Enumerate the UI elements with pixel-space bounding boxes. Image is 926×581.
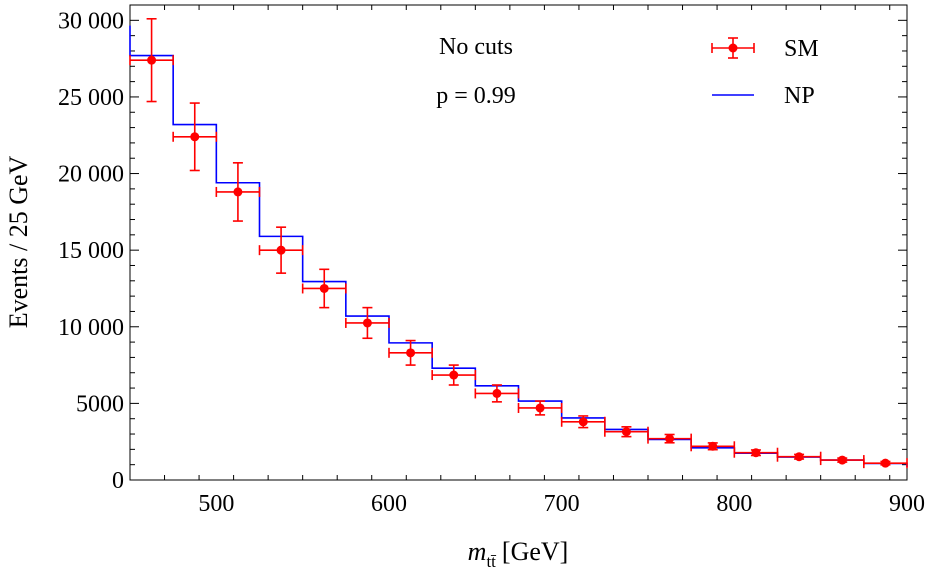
legend-sm-marker xyxy=(711,37,755,59)
sm-point-group xyxy=(776,451,822,462)
sm-point-group xyxy=(345,306,390,340)
x-axis-title-var: m xyxy=(468,537,487,566)
sm-point-group xyxy=(258,226,304,274)
sm-point xyxy=(276,245,286,255)
y-tick-label: 0 xyxy=(112,468,124,494)
ticks xyxy=(129,4,907,481)
x-tick-label: 800 xyxy=(716,491,752,517)
sm-series xyxy=(129,17,908,469)
sm-point-group xyxy=(215,162,261,222)
sm-point-group xyxy=(690,441,736,452)
sm-point-group xyxy=(819,455,865,466)
y-tick-label: 5000 xyxy=(76,391,124,417)
sm-point xyxy=(449,370,459,380)
y-tick-label: 30 000 xyxy=(58,8,124,34)
sm-point xyxy=(708,441,718,451)
sm-point-group xyxy=(388,339,433,366)
legend-sm-point xyxy=(728,43,738,53)
x-tick-label: 700 xyxy=(544,491,580,517)
sm-point xyxy=(147,55,157,65)
x-tick-label: 900 xyxy=(889,491,925,517)
sm-point-group xyxy=(733,447,779,458)
sm-point xyxy=(751,448,761,458)
sm-point-group xyxy=(863,458,908,469)
plot-frame xyxy=(129,4,908,481)
y-axis-title: Events / 25 GeV xyxy=(4,155,33,328)
sm-point xyxy=(837,455,847,465)
sm-point-group xyxy=(517,400,563,416)
sm-point xyxy=(362,318,372,328)
sm-point xyxy=(578,417,588,427)
legend: SM NP xyxy=(711,36,819,109)
x-axis-title-unit: [GeV] xyxy=(502,537,568,566)
sm-point-group xyxy=(604,426,649,438)
annotation-cuts: No cuts xyxy=(439,34,513,60)
sm-point-group xyxy=(474,384,520,403)
sm-point-group xyxy=(431,364,477,386)
x-axis-title-sub: tt̄ xyxy=(486,552,496,571)
legend-sm-label: SM xyxy=(784,36,819,62)
sm-point xyxy=(406,348,416,358)
sm-point xyxy=(535,403,545,413)
x-tick-label: 600 xyxy=(371,491,407,517)
sm-point xyxy=(621,427,631,437)
annotation-pvalue: p = 0.99 xyxy=(436,83,516,109)
y-tick-label: 25 000 xyxy=(58,85,124,111)
x-axis-title: mtt̄ [GeV] xyxy=(468,537,569,571)
sm-point-group xyxy=(129,17,174,103)
sm-point xyxy=(794,452,804,462)
tick-labels: 0 5000 10 000 15 000 20 000 25 000 30 000 500 60… xyxy=(58,8,925,517)
sm-point-group xyxy=(560,415,606,429)
sm-point xyxy=(665,434,675,444)
sm-point-group xyxy=(301,268,347,309)
x-tick-label: 500 xyxy=(198,491,234,517)
sm-point-group xyxy=(172,102,218,172)
sm-point xyxy=(492,388,502,398)
y-tick-label: 15 000 xyxy=(58,238,124,264)
y-tick-label: 20 000 xyxy=(58,162,124,188)
sm-point xyxy=(880,458,890,468)
sm-point xyxy=(233,187,243,197)
sm-point xyxy=(190,132,200,142)
y-tick-label: 10 000 xyxy=(58,315,124,341)
sm-point xyxy=(319,283,329,293)
sm-point-group xyxy=(647,433,692,444)
legend-np-label: NP xyxy=(784,83,815,109)
